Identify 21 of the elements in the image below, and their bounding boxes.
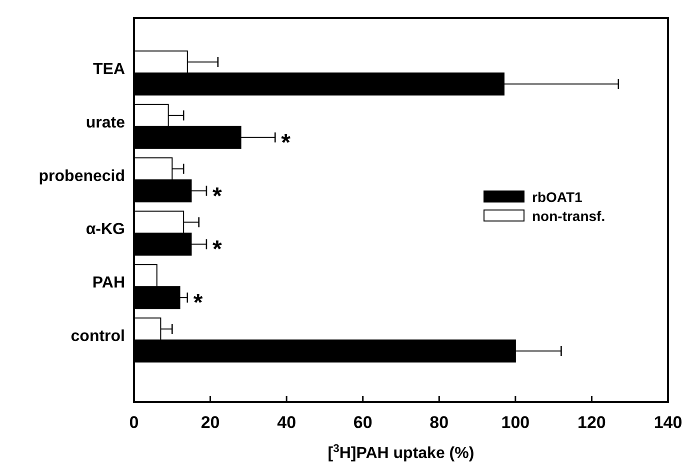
- x-tick-label: 140: [654, 413, 682, 432]
- x-tick-label: 20: [200, 413, 220, 432]
- y-tick-label: control: [70, 328, 125, 345]
- annotation: *: [212, 236, 222, 264]
- y-tick-label: PAH: [92, 274, 125, 292]
- x-tick-label: 120: [578, 413, 606, 432]
- x-tick-label: 60: [353, 413, 372, 432]
- y-tick-label: α-KG: [86, 221, 125, 238]
- annotation: *: [212, 182, 222, 210]
- x-tick-label: 40: [277, 413, 296, 432]
- legend-label: non-transf.: [532, 208, 606, 224]
- y-tick-label: urate: [86, 114, 126, 132]
- annotation: *: [193, 290, 204, 317]
- y-tick-label: TEA: [93, 61, 126, 78]
- x-tick-label: 0: [129, 413, 139, 432]
- annotation: *: [281, 129, 292, 156]
- x-tick-label: 100: [501, 413, 530, 432]
- legend-label: rbOAT1: [532, 189, 583, 205]
- x-axis-title: [$^{3}$H]PAH uptake (%): [328, 443, 474, 462]
- x-tick-label: 80: [430, 413, 449, 432]
- y-tick-label: probenecid: [38, 168, 125, 185]
